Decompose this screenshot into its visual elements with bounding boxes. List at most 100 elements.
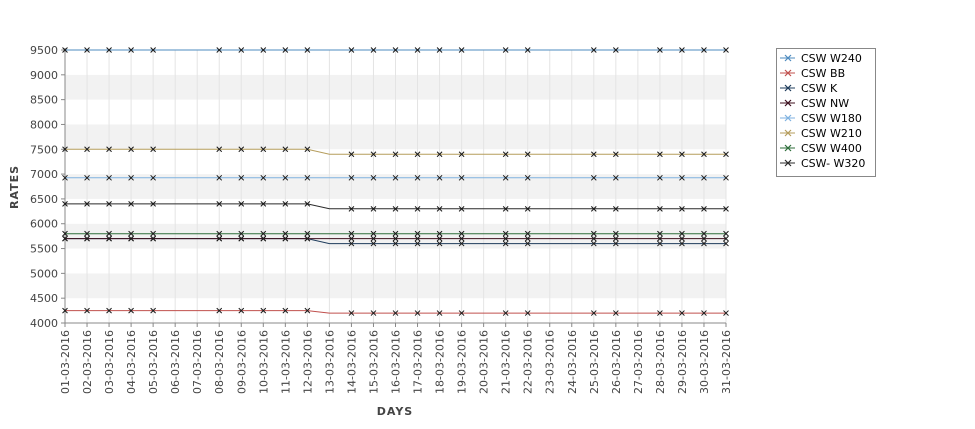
data-point-marker bbox=[458, 151, 465, 158]
data-point-marker bbox=[84, 235, 90, 242]
data-point-marker bbox=[62, 235, 68, 242]
data-point-marker bbox=[612, 310, 619, 316]
data-point-marker bbox=[723, 235, 729, 242]
data-point-marker bbox=[282, 146, 289, 153]
data-point-marker bbox=[679, 205, 685, 212]
data-point-marker bbox=[84, 230, 90, 237]
data-point-marker bbox=[84, 201, 90, 207]
data-point-marker bbox=[282, 307, 289, 314]
data-point-marker bbox=[458, 205, 465, 212]
series-5 bbox=[62, 146, 729, 158]
data-point-marker bbox=[679, 240, 685, 247]
data-point-marker bbox=[612, 240, 619, 247]
series-6 bbox=[62, 230, 729, 237]
x-tick-label: 26-03-2016 bbox=[610, 330, 623, 394]
data-point-marker bbox=[524, 230, 531, 237]
legend-item: CSW BB bbox=[780, 67, 845, 80]
legend-item: CSW K bbox=[780, 82, 838, 95]
data-point-marker bbox=[370, 240, 377, 247]
data-point-marker bbox=[238, 47, 245, 53]
data-point-marker bbox=[701, 205, 707, 212]
data-point-marker bbox=[436, 151, 443, 158]
data-point-marker bbox=[238, 146, 245, 153]
data-point-marker bbox=[348, 151, 355, 158]
data-point-marker bbox=[657, 174, 663, 181]
legend-label: CSW- W320 bbox=[801, 157, 865, 170]
data-point-marker bbox=[238, 307, 245, 314]
data-point-marker bbox=[260, 201, 267, 207]
x-tick-label: 22-03-2016 bbox=[522, 330, 535, 394]
x-tick-label: 30-03-2016 bbox=[698, 330, 711, 394]
data-point-marker bbox=[679, 310, 685, 316]
x-tick-label: 11-03-2016 bbox=[279, 330, 292, 394]
x-tick-label: 10-03-2016 bbox=[257, 330, 270, 394]
data-point-marker bbox=[282, 230, 289, 237]
y-axis-title: RATES bbox=[8, 165, 21, 209]
data-point-marker bbox=[260, 47, 267, 53]
data-point-marker bbox=[590, 230, 597, 237]
data-point-marker bbox=[723, 205, 729, 212]
data-point-marker bbox=[392, 230, 399, 237]
x-tick-label: 07-03-2016 bbox=[191, 330, 204, 394]
data-point-marker bbox=[723, 230, 729, 237]
data-point-marker bbox=[260, 235, 267, 242]
x-tick-label: 29-03-2016 bbox=[676, 330, 689, 394]
data-point-marker bbox=[458, 174, 465, 181]
data-point-marker bbox=[701, 47, 707, 53]
x-tick-label: 16-03-2016 bbox=[390, 330, 403, 394]
data-point-marker bbox=[128, 201, 134, 207]
data-point-marker bbox=[62, 307, 68, 314]
y-tick-label: 4500 bbox=[30, 292, 58, 305]
data-point-marker bbox=[304, 230, 311, 237]
x-axis-title: DAYS bbox=[377, 405, 413, 418]
y-tick-label: 6000 bbox=[30, 218, 58, 231]
data-point-marker bbox=[348, 174, 355, 181]
data-point-marker bbox=[657, 151, 663, 158]
data-point-marker bbox=[524, 235, 531, 242]
data-point-marker bbox=[723, 151, 729, 158]
y-tick-label: 5000 bbox=[30, 267, 58, 280]
x-tick-label: 25-03-2016 bbox=[588, 330, 601, 394]
legend-marker bbox=[784, 84, 792, 92]
x-tick-label: 13-03-2016 bbox=[323, 330, 336, 394]
data-point-marker bbox=[436, 205, 443, 212]
data-point-marker bbox=[679, 235, 685, 242]
data-point-marker bbox=[458, 310, 465, 316]
legend-marker bbox=[784, 114, 792, 122]
data-point-marker bbox=[260, 307, 267, 314]
data-point-marker bbox=[348, 240, 355, 247]
legend-marker bbox=[784, 54, 792, 62]
data-point-marker bbox=[701, 174, 707, 181]
data-point-marker bbox=[414, 235, 421, 242]
legend-marker bbox=[784, 144, 792, 152]
data-point-marker bbox=[216, 174, 223, 181]
legend-label: CSW NW bbox=[801, 97, 849, 110]
data-point-marker bbox=[370, 151, 377, 158]
data-point-marker bbox=[502, 310, 509, 316]
data-point-marker bbox=[502, 174, 509, 181]
data-point-marker bbox=[502, 47, 509, 53]
legend-label: CSW K bbox=[801, 82, 838, 95]
data-point-marker bbox=[458, 240, 465, 247]
x-tick-label: 01-03-2016 bbox=[59, 330, 72, 394]
data-point-marker bbox=[128, 307, 134, 314]
data-point-marker bbox=[436, 174, 443, 181]
data-point-marker bbox=[392, 310, 399, 316]
data-point-marker bbox=[436, 230, 443, 237]
y-tick-label: 5500 bbox=[30, 243, 58, 256]
x-tick-label: 28-03-2016 bbox=[654, 330, 667, 394]
data-point-marker bbox=[370, 235, 377, 242]
data-point-marker bbox=[414, 47, 421, 53]
x-tick-label: 18-03-2016 bbox=[434, 330, 447, 394]
data-point-marker bbox=[458, 230, 465, 237]
data-point-marker bbox=[84, 47, 90, 53]
data-point-marker bbox=[701, 230, 707, 237]
data-point-marker bbox=[282, 201, 289, 207]
legend-item: CSW NW bbox=[780, 97, 849, 110]
data-point-marker bbox=[679, 47, 685, 53]
data-point-marker bbox=[216, 47, 223, 53]
data-point-marker bbox=[128, 235, 134, 242]
data-point-marker bbox=[723, 240, 729, 247]
data-point-marker bbox=[304, 235, 311, 242]
